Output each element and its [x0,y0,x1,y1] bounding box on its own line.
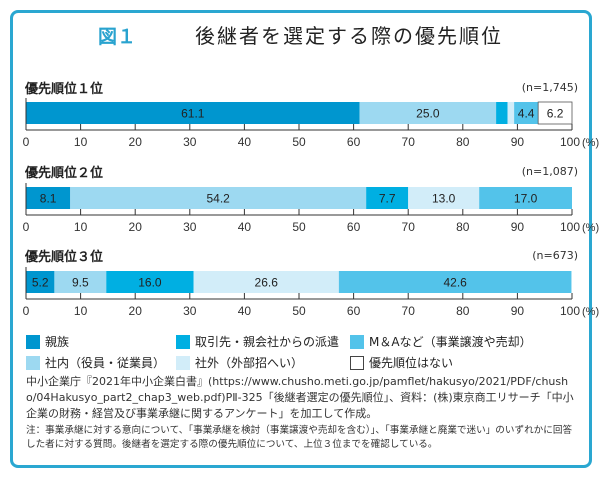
x-tick-label: 80 [456,220,470,234]
legend-item: 社外（外部招へい） [176,354,303,371]
x-tick-label: 40 [238,135,252,149]
x-tick-label: 30 [183,304,197,318]
legend-label: 取引先・親会社からの派遣 [195,335,340,349]
x-tick-label: 100 [560,220,580,234]
bar-segment [408,187,480,209]
legend-item: 優先順位はない [350,354,453,371]
row-label-2: 優先順位２位 [25,166,104,181]
legend-label: M＆Aなど（事業譲渡や売却） [369,335,532,349]
bar-data-label: 7.7 [379,192,396,206]
x-tick-label: 0 [23,135,30,149]
bar-data-label: 42.6 [443,276,467,290]
legend-swatch [350,355,364,370]
x-unit-label: (%) [582,137,599,149]
bar-data-label: 5.2 [32,276,49,290]
x-unit-label: (%) [582,222,599,234]
note-text: 注：事業承継に対する意向について、「事業承継を検討（事業譲渡や売却を含む）」、「… [26,425,573,450]
x-tick-label: 0 [23,220,30,234]
x-tick-label: 10 [74,135,88,149]
bar-segment [359,102,497,124]
bar-data-label: 54.2 [207,192,231,206]
x-tick-label: 50 [292,220,306,234]
x-tick-label: 20 [129,220,143,234]
x-tick-label: 70 [402,135,416,149]
x-tick-label: 30 [183,135,197,149]
x-tick-label: 40 [238,304,252,318]
x-unit-label: (%) [582,306,599,318]
source-text: 中小企業庁『2021年中小企業白書』(https://www.chusho.me… [26,375,574,420]
legend-label: 優先順位はない [369,356,454,370]
x-tick-label: 30 [183,220,197,234]
bar-data-label: 17.0 [514,192,538,206]
legend-label: 親族 [45,335,70,349]
bar-data-label: 25.0 [416,107,440,121]
bar-segment [26,187,71,209]
legend-item: 社内（役員・従業員） [26,354,165,371]
bar-segment [507,102,515,124]
x-tick-label: 60 [347,220,361,234]
x-tick-label: 20 [129,135,143,149]
x-tick-label: 20 [129,304,143,318]
chart-title: 後継者を選定する際の優先順位 [195,24,503,48]
row-n-2: (n=1,087) [521,165,578,178]
bar-data-label: 16.0 [138,276,162,290]
bar-segment [26,102,360,124]
x-tick-label: 10 [74,220,88,234]
x-tick-label: 90 [511,220,525,234]
x-tick-label: 100 [560,135,580,149]
x-tick-label: 90 [511,304,525,318]
legend-swatch [176,355,190,370]
x-tick-label: 50 [292,304,306,318]
figure-frame [10,10,592,468]
bar-segment [496,102,508,124]
legend-item: 親族 [26,333,69,350]
stacked-bar-chart: 61.1 25.0 4.4 6.20 10 20 30 40 50 60 70 80 90 100 (%)8… [23,98,599,318]
figure-number: 図１ [98,26,137,48]
bar-segment [26,271,55,293]
legend-item: M＆Aなど（事業譲渡や売却） [350,333,532,350]
bar-data-label: 26.6 [255,276,279,290]
x-tick-label: 90 [511,135,525,149]
legend-label: 社外（外部招へい） [195,356,304,370]
bar-data-label: 13.0 [432,192,456,206]
bar-data-label: 6.2 [547,107,564,121]
bar-segment [106,271,194,293]
x-tick-label: 10 [74,304,88,318]
bar-segment [70,187,367,209]
x-tick-label: 80 [456,304,470,318]
x-tick-label: 100 [560,304,580,318]
x-tick-label: 60 [347,304,361,318]
row-n-3: (n=673) [532,249,578,262]
x-tick-label: 80 [456,135,470,149]
legend-label: 社内（役員・従業員） [45,356,166,370]
bar-segment [193,271,339,293]
x-tick-label: 70 [402,220,416,234]
bar-data-label: 9.5 [72,276,89,290]
row-n-1: (n=1,745) [521,81,578,94]
bar-segment [537,101,573,125]
x-tick-label: 50 [292,135,306,149]
bar-segment [54,271,107,293]
bar-data-label: 8.1 [40,192,57,206]
bar-data-label: 61.1 [181,107,205,121]
bar-segment [514,102,539,124]
legend-swatch [26,334,40,349]
bar-segment [366,187,409,209]
row-label-1: 優先順位１位 [25,82,104,97]
x-tick-label: 40 [238,220,252,234]
x-tick-label: 0 [23,304,30,318]
footnotes: 中小企業庁『2021年中小企業白書』(https://www.chusho.me… [26,374,578,452]
legend-swatch [176,334,190,349]
bar-segment [338,271,572,293]
legend-swatch [26,355,40,370]
x-tick-label: 60 [347,135,361,149]
legend-item: 取引先・親会社からの派遣 [176,333,339,350]
x-tick-label: 70 [402,304,416,318]
legend-swatch [350,334,364,349]
bar-segment [479,187,572,209]
bar-data-label: 4.4 [518,107,535,121]
row-label-3: 優先順位３位 [25,250,104,265]
